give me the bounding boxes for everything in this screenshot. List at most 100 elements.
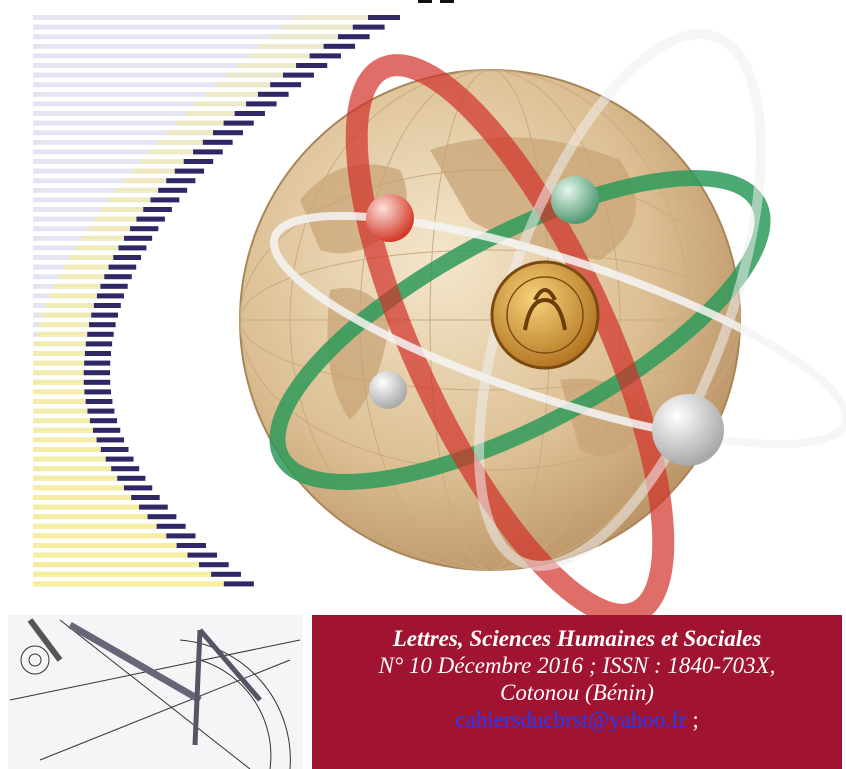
- sphere: [366, 194, 414, 242]
- decor-bar: [33, 437, 97, 443]
- decor-bar: [176, 543, 206, 548]
- decor-bar: [337, 34, 370, 40]
- decor-bar: [33, 408, 88, 414]
- decor-bar: [195, 101, 247, 107]
- decor-bar: [84, 360, 111, 366]
- decor-bar: [33, 533, 167, 539]
- journal-title: Lettres, Sciences Humaines et Sociales: [392, 626, 762, 651]
- decor-bar: [33, 120, 254, 126]
- decor-bar: [117, 475, 146, 481]
- decor-bar: [33, 111, 265, 116]
- decor-bar: [111, 466, 140, 472]
- decor-bar: [81, 235, 125, 241]
- decor-bar: [150, 197, 180, 203]
- sphere: [369, 371, 407, 409]
- decor-bar: [352, 24, 385, 30]
- decor-bar: [33, 72, 314, 78]
- decor-bar: [33, 139, 233, 145]
- decor-bar: [118, 245, 147, 251]
- decor-bar: [258, 43, 324, 49]
- decor-bar: [83, 379, 111, 385]
- decor-bar: [257, 91, 289, 97]
- decor-bar: [33, 101, 277, 107]
- decor-bar: [123, 485, 153, 491]
- white-orbit: [474, 29, 766, 571]
- top-mark: [440, 0, 454, 3]
- decor-bar: [39, 322, 90, 328]
- decor-bar: [45, 303, 94, 308]
- sphere: [551, 176, 599, 224]
- decor-bar: [42, 312, 92, 318]
- decor-bar: [100, 283, 128, 289]
- decor-bar: [296, 63, 328, 68]
- decor-bar: [33, 399, 86, 404]
- decor-bar: [130, 226, 159, 232]
- decor-bar: [85, 341, 113, 347]
- decor-bar: [33, 82, 302, 88]
- decor-bar: [33, 63, 328, 68]
- decor-bar: [33, 15, 400, 20]
- medallion-emblem: [523, 288, 567, 331]
- decor-bar: [158, 139, 203, 145]
- decor-bar: [108, 264, 137, 270]
- decor-bar: [33, 562, 200, 568]
- decor-bar: [64, 264, 109, 270]
- decor-bar: [309, 53, 341, 59]
- decor-bar: [176, 120, 224, 126]
- decor-bar: [33, 543, 177, 548]
- decor-bar: [293, 15, 368, 20]
- decor-bar: [33, 178, 196, 184]
- decor-bar: [33, 187, 188, 193]
- decor-bar: [96, 293, 125, 299]
- decor-bar: [143, 207, 172, 212]
- email-link[interactable]: cahiersducbrst@yahoo.fr: [455, 707, 687, 732]
- separator: ;: [692, 707, 699, 732]
- decor-bar: [105, 456, 134, 462]
- decor-bar: [89, 322, 116, 328]
- decor-bar: [59, 274, 105, 280]
- decor-bar: [33, 130, 243, 136]
- decor-bar: [202, 139, 233, 145]
- decor-bar: [223, 120, 254, 126]
- decor-bar: [136, 216, 165, 222]
- decor-bar: [124, 178, 167, 184]
- decor-bar: [54, 283, 101, 289]
- decor-bar: [281, 24, 353, 30]
- decor-bar: [158, 187, 188, 193]
- contact: cahiersducbrst@yahoo.fr ;: [312, 706, 842, 733]
- decor-bar: [187, 552, 218, 558]
- decor-bar: [193, 149, 223, 155]
- decor-bar: [124, 235, 153, 241]
- issue-info: N° 10 Décembre 2016 ; ISSN : 1840-703X,: [378, 653, 776, 678]
- decor-bar: [185, 111, 235, 116]
- decor-bar: [247, 53, 310, 59]
- decorative-bars: [33, 15, 400, 587]
- decor-bar: [167, 130, 214, 136]
- decor-bar: [174, 168, 205, 174]
- decor-bar: [87, 226, 131, 232]
- decor-bar: [282, 72, 314, 78]
- decor-bar: [49, 293, 97, 299]
- decor-bar: [33, 149, 223, 155]
- decor-bar: [147, 514, 177, 520]
- decor-bar: [93, 303, 121, 308]
- decor-bar: [108, 197, 151, 203]
- decor-bar: [33, 91, 289, 97]
- decor-bar: [87, 408, 115, 414]
- decor-bar: [33, 523, 157, 529]
- decor-bar: [323, 43, 356, 49]
- decor-bar: [33, 514, 148, 520]
- decor-bar: [33, 447, 101, 452]
- decor-bar: [104, 274, 132, 280]
- decor-bar: [33, 456, 106, 462]
- decor-bar: [87, 331, 114, 337]
- decor-bar: [83, 370, 111, 376]
- decor-bar: [89, 418, 118, 424]
- decor-bar: [33, 581, 224, 587]
- decor-bar: [33, 168, 205, 174]
- decor-bar: [96, 437, 125, 443]
- medallion-ring: [506, 276, 584, 354]
- white-orbit: [269, 211, 846, 449]
